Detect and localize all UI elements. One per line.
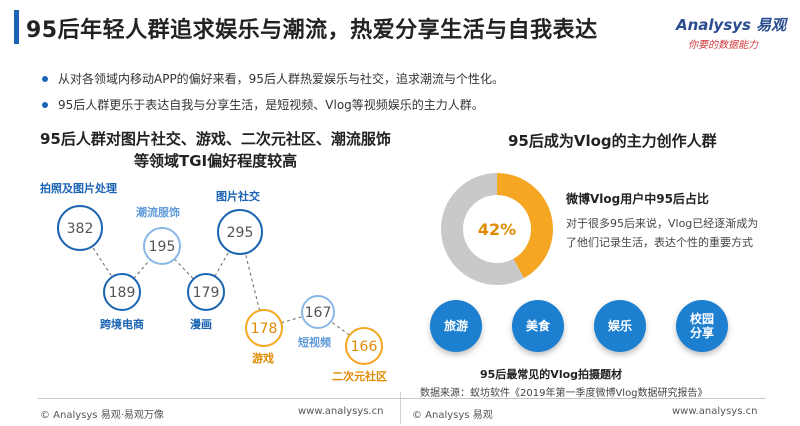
left-chart-title-line1: 95后人群对图片社交、游戏、二次元社区、潮流服饰 [40,130,391,148]
footer-right-url[interactable]: www.analysys.cn [672,406,758,417]
bubble-value: 178 [251,321,278,337]
bubble-label: 漫画 [190,317,212,331]
bubble-value: 382 [67,221,94,237]
bubble-point [301,295,335,329]
bubble-label: 潮流服饰 [136,205,180,219]
left-chart-title-line2: 等领域TGI偏好程度较高 [134,152,298,170]
topic-campus-share: 校园 分享 [676,300,728,352]
page-title: 95后年轻人群追求娱乐与潮流，热爱分享生活与自我表达 [26,18,598,43]
bubble-label: 二次元社区 [332,369,387,383]
analysys-logo: Analysys 易观 你要的数据能力 [676,14,788,54]
title-accent-bar [14,10,19,44]
bubble-value: 195 [149,239,176,255]
logo-brand: Analysys 易观 [676,16,787,34]
topic-label: 娱乐 [607,319,632,333]
topic-travel: 旅游 [430,300,482,352]
donut-center-label: 42% [478,220,516,239]
bubble-point [57,205,103,251]
bubble-label: 短视频 [298,335,331,349]
donut-slice-95hou [497,173,553,279]
bubble-label: 图片社交 [216,189,260,203]
bubble-value: 179 [193,285,220,301]
bubble-value: 166 [351,339,378,355]
bubble-point [245,309,283,347]
bullet-dot [42,102,48,108]
bubble-point [217,209,263,255]
topic-label: 美食 [525,319,550,333]
topics-caption: 95后最常见的Vlog拍摄题材 [480,368,623,381]
footer-left-copyright: © Analysys 易观·易观万像 [40,410,164,421]
bullet-dot [42,76,48,82]
bubble-value: 167 [305,305,332,321]
topic-label: 旅游 [443,319,468,333]
bubble-value: 189 [109,285,136,301]
topic-label: 校园 分享 [689,312,714,340]
vlog-donut-chart: 42% [441,173,553,285]
bubble-label: 跨境电商 [100,317,144,331]
pie-subtitle: 微博Vlog用户中95后占比 [566,192,709,206]
bubble-value: 295 [227,225,254,241]
donut-slice-other [441,173,524,285]
logo-slogan: 你要的数据能力 [688,40,758,51]
bullet-text-2: 95后人群更乐于表达自我与分享生活，是短视频、Vlog等视频娱乐的主力人群。 [58,98,484,112]
footer-left-url[interactable]: www.analysys.cn [298,406,384,417]
data-source: 数据来源：蚁坊软件《2019年第一季度微博Vlog数据研究报告》 [420,388,708,399]
footer-mid-divider [400,392,401,424]
right-chart-title: 95后成为Vlog的主力创作人群 [508,132,717,150]
topic-food: 美食 [512,300,564,352]
bubble-point [187,273,225,311]
topic-entertainment: 娱乐 [594,300,646,352]
bubble-label: 游戏 [252,351,274,365]
bubble-connector [161,245,207,293]
bubble-point [143,227,181,265]
bubble-label: 拍照及图片处理 [40,181,117,195]
bullet-text-1: 从对各领域内移动APP的偏好来看，95后人群热爱娱乐与社交，追求潮流与个性化。 [58,72,504,86]
bubble-point [345,327,383,365]
footer-right-copyright: © Analysys 易观 [412,410,493,421]
tgi-bubble-chart: 382 拍照及图片处理 195 潮流服饰 295 图片社交 189 跨境电商 179 漫画 167 短… [40,181,387,383]
pie-description: 对于很多95后来说，Vlog已经逐渐成为了他们记录生活，表达个性的重要方式 [566,217,759,249]
footer-divider [38,398,766,399]
bubble-point [103,273,141,311]
bubble-connector [239,231,265,329]
